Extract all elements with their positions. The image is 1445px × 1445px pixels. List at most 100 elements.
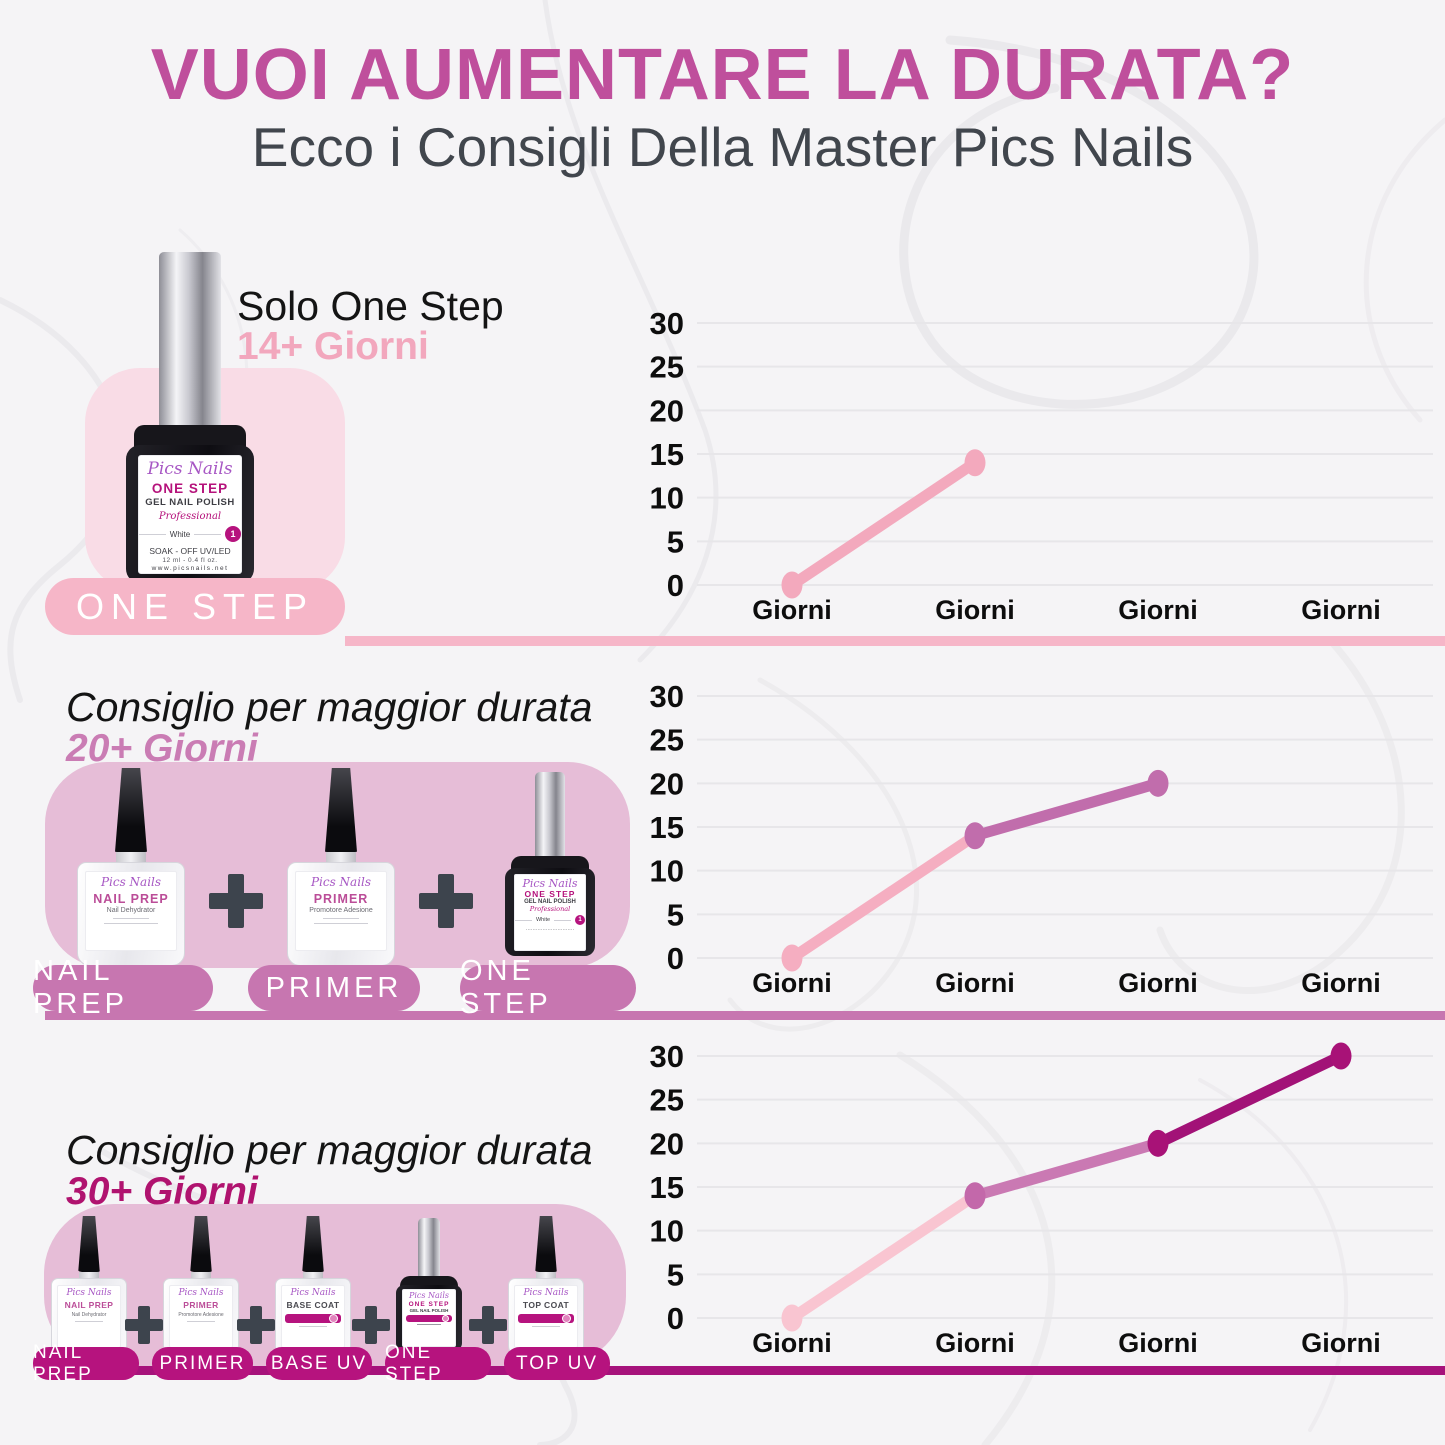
plus-icon xyxy=(352,1306,390,1344)
pill-nail-prep: NAIL PREP xyxy=(33,1342,139,1385)
product-name: NAIL PREP xyxy=(64,1300,114,1310)
bottle-cap-icon xyxy=(535,1216,557,1272)
product-script: Professional xyxy=(529,905,571,914)
bottle-neck xyxy=(303,1272,323,1278)
bottle-body: Pics Nails BASE COAT xyxy=(275,1278,351,1356)
label-fineprint xyxy=(323,918,359,920)
label-fineprint xyxy=(299,1325,327,1327)
bottle-label: Pics Nails NAIL PREP Nail Dehydrator xyxy=(85,871,177,951)
page-subtitle: Ecco i Consigli Della Master Pics Nails xyxy=(251,115,1194,178)
bottle-shoulder xyxy=(511,856,589,870)
bottle-label: Pics Nails NAIL PREP Nail Dehydrator xyxy=(57,1285,121,1348)
label-fineprint xyxy=(532,1325,560,1327)
label-fineprint: ····························· xyxy=(525,927,575,934)
bottle-body: Pics Nails ONE STEP GEL NAIL POLISH xyxy=(396,1285,462,1351)
shade-number-badge xyxy=(442,1315,450,1323)
product-bottle-primer: Pics Nails PRIMER Promotore Adesione xyxy=(163,1216,239,1356)
product-bottle-one-step-small: Pics Nails ONE STEP GEL NAIL POLISH Prof… xyxy=(504,772,596,956)
website-text: www.picsnails.net xyxy=(151,565,229,573)
pill-top-uv: TOP UV xyxy=(504,1347,610,1380)
product-subtitle: Nail Dehydrator xyxy=(71,1311,107,1318)
page-title: VUOI AUMENTARE LA DURATA? xyxy=(150,35,1295,115)
pill-nail-prep: NAIL PREP xyxy=(33,955,213,1020)
section2-divider xyxy=(45,1011,1445,1020)
pill-base-uv: BASE UV xyxy=(266,1347,372,1380)
section2-duration: 20+ Giorni xyxy=(66,727,258,770)
bottle-cap-icon xyxy=(418,1218,440,1278)
product-type: GEL NAIL POLISH xyxy=(145,497,235,509)
bottle-label: Pics Nails ONE STEP GEL NAIL POLISH Prof… xyxy=(138,454,242,574)
section3-divider xyxy=(38,1366,1445,1375)
pill-primer: PRIMER xyxy=(248,965,420,1011)
shade-row: White 1 xyxy=(515,915,585,926)
bottle-label: Pics Nails PRIMER Promotore Adesione xyxy=(169,1285,233,1348)
product-script: Professional xyxy=(158,511,222,523)
plus-icon xyxy=(419,874,473,928)
label-band xyxy=(405,1315,453,1323)
product-name: ONE STEP xyxy=(151,480,229,496)
brand-logo: Pics Nails xyxy=(147,458,233,479)
bottle-body: Pics Nails ONE STEP GEL NAIL POLISH Prof… xyxy=(126,445,254,583)
shade-name: White xyxy=(169,529,191,539)
brand-logo: Pics Nails xyxy=(522,876,578,890)
bottle-label: Pics Nails BASE COAT xyxy=(281,1285,345,1348)
brand-logo: Pics Nails xyxy=(100,875,162,889)
product-name: ONE STEP xyxy=(408,1301,450,1308)
label-fineprint xyxy=(104,923,158,925)
bottle-cap-icon xyxy=(159,252,221,428)
label-fineprint xyxy=(314,923,368,925)
bottle-body: Pics Nails PRIMER Promotore Adesione xyxy=(287,862,395,966)
product-name: TOP COAT xyxy=(522,1300,570,1310)
section1-divider xyxy=(345,636,1445,646)
bottle-body: Pics Nails NAIL PREP Nail Dehydrator xyxy=(51,1278,127,1356)
pill-one-step: ONE STEP xyxy=(460,955,636,1020)
bottle-body: Pics Nails ONE STEP GEL NAIL POLISH Prof… xyxy=(505,868,595,956)
label-fineprint xyxy=(417,1324,441,1326)
product-subtitle: Promotore Adesione xyxy=(178,1311,224,1318)
product-name: BASE COAT xyxy=(286,1300,340,1310)
product-bottle-nail-prep: Pics Nails NAIL PREP Nail Dehydrator xyxy=(51,1216,127,1356)
product-name: ONE STEP xyxy=(524,888,576,899)
bottle-cap-icon xyxy=(302,1216,324,1272)
plus-icon xyxy=(125,1306,163,1344)
brand-logo: Pics Nails xyxy=(310,875,372,889)
label-fineprint xyxy=(187,1320,215,1322)
bottle-body: Pics Nails NAIL PREP Nail Dehydrator xyxy=(77,862,185,966)
section2-heading: Consiglio per maggior durata xyxy=(66,684,593,730)
product-bottle-one-step-large: Pics Nails ONE STEP GEL NAIL POLISH Prof… xyxy=(122,252,258,583)
product-bottle-nail-prep: Pics Nails NAIL PREP Nail Dehydrator xyxy=(76,768,186,966)
shade-number-badge: 1 xyxy=(225,526,241,543)
plus-icon xyxy=(209,874,263,928)
product-name: PRIMER xyxy=(183,1300,219,1310)
bottle-neck xyxy=(191,1272,211,1278)
plus-icon xyxy=(469,1306,507,1344)
shade-name: White xyxy=(535,917,551,924)
soak-off-text: SOAK - OFF UV/LED xyxy=(149,546,231,557)
product-type: GEL NAIL POLISH xyxy=(524,899,576,906)
bottle-neck xyxy=(326,852,356,862)
label-fineprint xyxy=(113,918,149,920)
header: VUOI AUMENTARE LA DURATA? Ecco i Consigl… xyxy=(0,38,1445,177)
product-bottle-base-coat: Pics Nails BASE COAT xyxy=(275,1216,351,1356)
shade-number-badge: 1 xyxy=(575,915,585,926)
plus-icon xyxy=(237,1306,275,1344)
bottle-neck xyxy=(116,852,146,862)
bottle-body: Pics Nails PRIMER Promotore Adesione xyxy=(163,1278,239,1356)
section1-duration: 14+ Giorni xyxy=(237,325,429,368)
pill-primer: PRIMER xyxy=(152,1347,253,1380)
product-bottle-primer: Pics Nails PRIMER Promotore Adesione xyxy=(286,768,396,966)
pill-one-step: ONE STEP xyxy=(45,578,345,635)
label-band xyxy=(285,1313,341,1323)
bottle-cap-icon xyxy=(535,772,565,858)
shade-number-badge xyxy=(561,1313,571,1323)
bottle-body: Pics Nails TOP COAT xyxy=(508,1278,584,1356)
product-subtitle: Nail Dehydrator xyxy=(106,907,156,915)
section3-heading: Consiglio per maggior durata xyxy=(66,1127,593,1173)
bottle-cap-icon xyxy=(115,768,147,852)
bottle-label: Pics Nails ONE STEP GEL NAIL POLISH Prof… xyxy=(514,873,586,951)
product-subtitle: Promotore Adesione xyxy=(309,907,373,915)
shade-row: White 1 xyxy=(139,526,241,543)
bottle-label: Pics Nails ONE STEP GEL NAIL POLISH xyxy=(402,1289,456,1347)
volume-text: 12 ml - 0.4 fl oz. xyxy=(162,557,218,565)
